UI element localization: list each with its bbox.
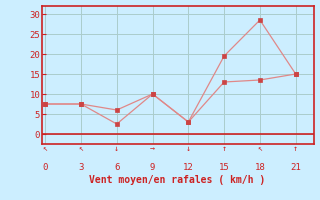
Text: →: → [150,144,155,153]
Text: ↑: ↑ [293,144,298,153]
Text: ↑: ↑ [222,144,227,153]
Text: ↖: ↖ [78,144,84,153]
Text: ↓: ↓ [186,144,191,153]
Text: ↖: ↖ [43,144,48,153]
Text: ↓: ↓ [114,144,119,153]
X-axis label: Vent moyen/en rafales ( km/h ): Vent moyen/en rafales ( km/h ) [90,175,266,185]
Text: ↖: ↖ [257,144,262,153]
